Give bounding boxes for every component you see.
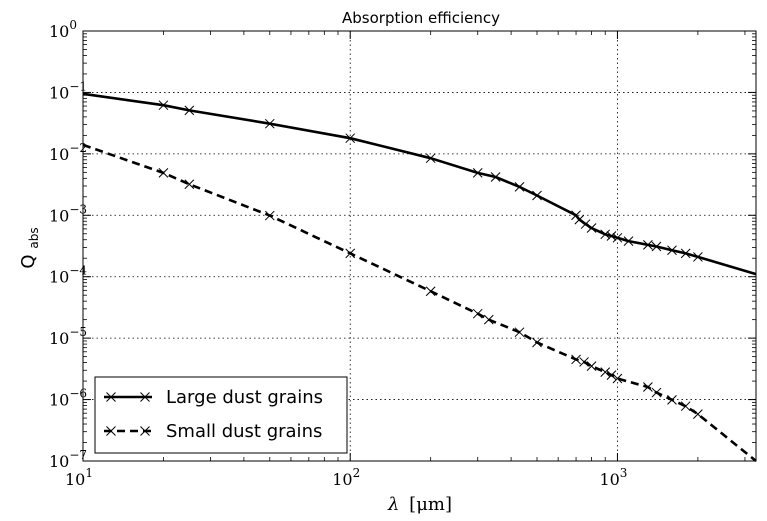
y-tick-label: 10−5 (49, 325, 87, 348)
data-point-marker (264, 118, 275, 129)
y-tick-exp: −1 (69, 79, 87, 93)
data-point-marker (680, 248, 691, 259)
data-point-marker (580, 219, 591, 229)
data-point-marker (532, 190, 542, 201)
y-tick-label: 100 (49, 18, 77, 41)
legend-box (94, 376, 348, 454)
data-point-marker (514, 182, 525, 192)
x-tick-label: 103 (599, 466, 627, 489)
data-point-marker (651, 241, 662, 252)
data-point-marker (612, 373, 623, 384)
y-axis-label-main: Q (18, 254, 39, 268)
data-point-marker (693, 252, 703, 262)
y-tick-base: 10 (49, 329, 69, 348)
y-tick-label: 10−2 (49, 141, 87, 164)
data-point-marker (425, 286, 436, 297)
y-tick-base: 10 (49, 452, 69, 471)
y-tick-exp: −4 (69, 264, 87, 278)
data-point-marker (472, 308, 483, 319)
data-point-marker (158, 100, 169, 111)
x-tick-label: 101 (65, 466, 93, 489)
data-point-marker (264, 210, 275, 221)
series-line-large (82, 92, 757, 276)
y-axis-label: Q abs (18, 227, 41, 268)
data-point-marker (571, 354, 581, 365)
data-point-marker (600, 367, 611, 377)
x-tick-exp: 3 (620, 466, 628, 480)
data-point-marker (425, 153, 436, 164)
x-axis-label-unit: [μm] (409, 494, 452, 515)
legend: Large dust grains Small dust grains (94, 376, 348, 454)
data-point-marker (184, 179, 195, 190)
data-point-marker (680, 401, 691, 412)
data-point-marker (643, 382, 653, 392)
x-tick-base: 10 (332, 470, 352, 489)
data-point-marker (693, 409, 703, 419)
x-tick-exp: 2 (353, 466, 361, 480)
legend-label-small: Small dust grains (166, 421, 322, 442)
data-point-marker (667, 394, 677, 405)
legend-label-large: Large dust grains (166, 387, 323, 408)
data-point-marker (184, 105, 195, 116)
data-point-marker (600, 229, 611, 240)
data-point-marker (606, 231, 617, 241)
legend-marker (140, 392, 150, 402)
x-axis-label-symbol: λ (387, 494, 399, 515)
plot-frame (82, 30, 757, 462)
y-tick-label: 10−7 (49, 448, 87, 471)
series-layer (82, 92, 757, 463)
legend-marker (106, 426, 116, 436)
data-point-marker (612, 232, 623, 243)
data-point-marker (514, 327, 525, 338)
y-tick-base: 10 (49, 22, 69, 41)
legend-marker (106, 392, 116, 402)
y-tick-base: 10 (49, 145, 69, 164)
y-tick-base: 10 (49, 391, 69, 410)
data-point-marker (651, 387, 662, 398)
data-point-marker (532, 337, 542, 348)
data-point-marker (667, 245, 677, 256)
data-point-marker (571, 210, 581, 221)
y-axis-label-sub: abs (27, 227, 41, 248)
x-tick-base: 10 (599, 470, 619, 489)
data-point-marker (643, 240, 653, 250)
y-tick-exp: −7 (69, 448, 87, 462)
data-point-marker (606, 370, 617, 380)
data-point-marker (345, 248, 356, 259)
y-tick-label: 10−6 (49, 387, 87, 410)
chart-title: Absorption efficiency (342, 9, 500, 27)
x-tick-label: 102 (332, 466, 360, 489)
y-tick-exp: −2 (69, 141, 87, 155)
x-tick-base: 10 (65, 470, 85, 489)
data-point-marker (158, 168, 169, 178)
x-axis-label: λ [μm] (387, 494, 452, 515)
data-point-marker (490, 172, 501, 182)
y-tick-label: 10−3 (49, 202, 87, 225)
legend-entry-small: Small dust grains (104, 421, 322, 442)
data-point-marker (574, 214, 585, 225)
y-tick-exp: −5 (69, 325, 87, 339)
data-point-marker (586, 223, 597, 233)
legend-entry-large: Large dust grains (104, 387, 323, 408)
y-tick-label: 10−1 (49, 79, 87, 102)
data-point-marker (579, 357, 589, 367)
data-point-marker (623, 236, 634, 246)
data-point-marker (345, 133, 356, 144)
y-tick-exp: 0 (69, 18, 77, 32)
y-tick-base: 10 (49, 268, 69, 287)
legend-marker (140, 426, 150, 436)
data-point-marker (586, 361, 597, 372)
y-tick-base: 10 (49, 83, 69, 102)
y-tick-exp: −3 (69, 202, 87, 216)
y-tick-label: 10−4 (49, 264, 87, 287)
x-tick-exp: 1 (85, 466, 93, 480)
y-tick-base: 10 (49, 206, 69, 225)
data-point-marker (483, 314, 494, 325)
y-tick-exp: −6 (69, 387, 87, 401)
data-point-marker (472, 168, 483, 178)
